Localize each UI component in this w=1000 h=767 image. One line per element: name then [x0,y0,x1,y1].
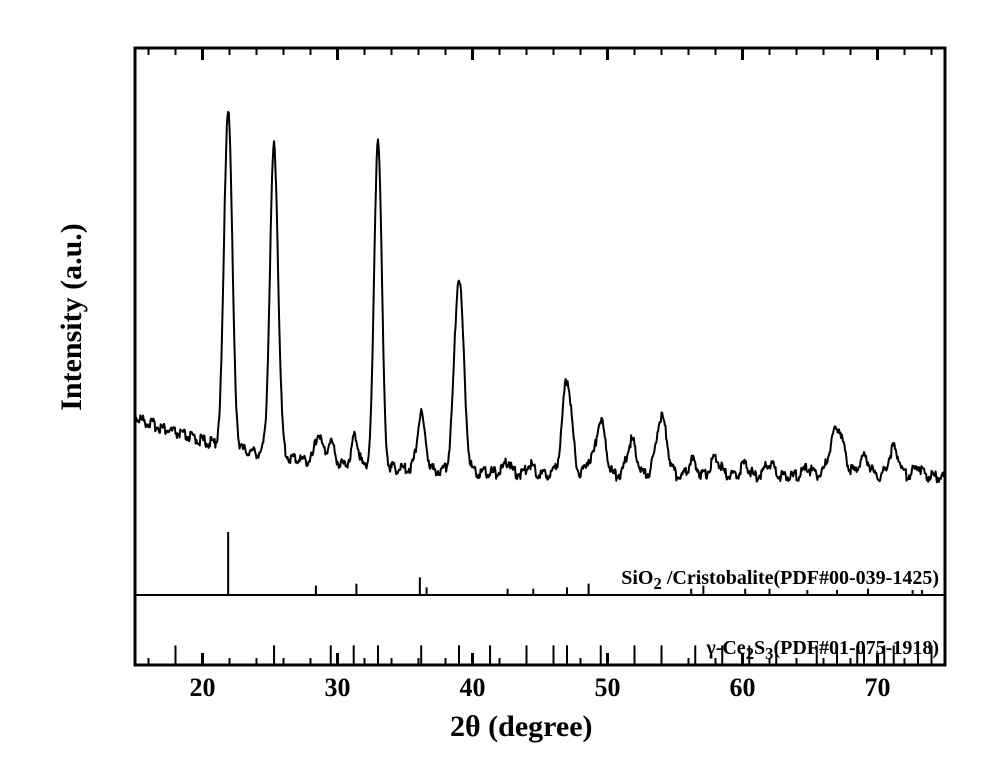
ref-ce2s3-sub-1: 2 [746,644,754,663]
ref-ce2s3-text-2: S [754,637,765,659]
ref-sio2-text-2: /Cristobalite(PDF#00-039-1425) [662,567,939,589]
ref-sio2-text-1: SiO [621,567,653,589]
x-tick-label: 20 [178,673,228,703]
xrd-chart: Intensity (a.u.) 2θ (degree) SiO2 /Crist… [0,0,1000,767]
reference-label-ce2s3: γ-Ce2S3(PDF#01-075-1918) [706,637,939,664]
x-axis-label: 2θ (degree) [450,710,593,744]
x-tick-label: 70 [853,673,903,703]
y-axis-label: Intensity (a.u.) [55,167,89,467]
x-tick-label: 40 [448,673,498,703]
ref-ce2s3-text-1: γ-Ce [706,637,745,659]
reference-label-sio2: SiO2 /Cristobalite(PDF#00-039-1425) [621,567,939,594]
ref-sio2-sub: 2 [654,574,662,593]
x-tick-label: 60 [718,673,768,703]
x-tick-label: 50 [583,673,633,703]
x-tick-label: 30 [313,673,363,703]
ref-ce2s3-text-3: (PDF#01-075-1918) [773,637,939,659]
